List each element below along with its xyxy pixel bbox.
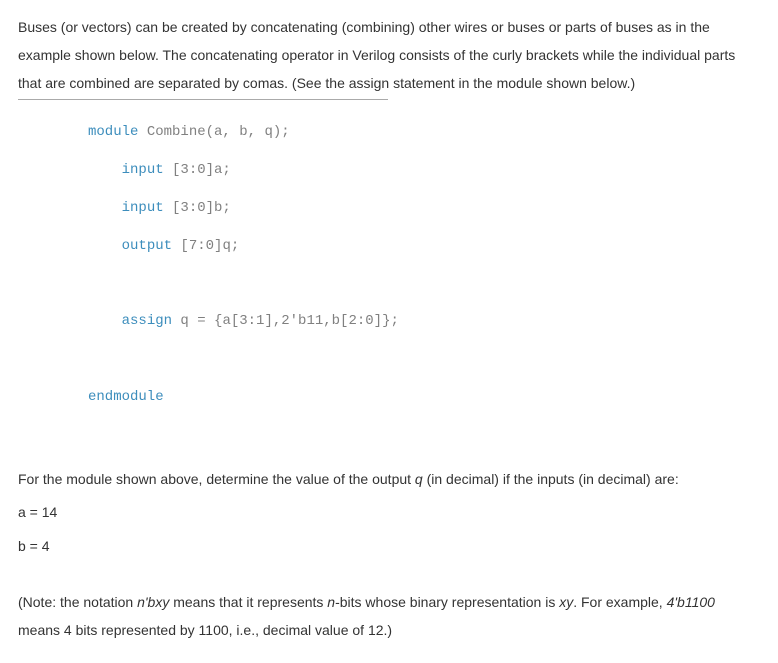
note-mid3: . For example, [573, 594, 666, 610]
code-text-assign: q = {a[3:1],2'b11,b[2:0]}; [172, 313, 399, 329]
verilog-code-block: module Combine(a, b, q); input [3:0]a; i… [88, 104, 760, 425]
note-nbxy: n'bxy [137, 594, 169, 610]
equation-a: a = 14 [18, 501, 760, 525]
note-n: n [327, 594, 335, 610]
code-text-input-a: [3:0]a; [164, 162, 231, 178]
question-prompt-pre: For the module shown above, determine th… [18, 471, 415, 487]
equation-b: b = 4 [18, 535, 760, 559]
keyword-output: output [122, 238, 172, 254]
code-line-assign: assign q = {a[3:1],2'b11,b[2:0]}; [88, 312, 760, 331]
code-line-input-b: input [3:0]b; [88, 199, 760, 218]
code-text-output: [7:0]q; [172, 238, 239, 254]
note-line-1: (Note: the notation n'bxy means that it … [18, 591, 760, 615]
note-mid2: -bits whose binary representation is [335, 594, 559, 610]
keyword-endmodule: endmodule [88, 389, 164, 405]
note-line-2: means 4 bits represented by 1100, i.e., … [18, 619, 760, 643]
intro-line-1: Buses (or vectors) can be created by con… [18, 16, 760, 40]
code-line-blank [88, 274, 760, 293]
keyword-assign: assign [122, 313, 172, 329]
note-xy: xy [559, 594, 573, 610]
code-line-input-a: input [3:0]a; [88, 161, 760, 180]
note-pre: (Note: the notation [18, 594, 137, 610]
code-text-input-b: [3:0]b; [164, 200, 231, 216]
keyword-input-2: input [122, 200, 164, 216]
intro-line-2: example shown below. The concatenating o… [18, 44, 760, 68]
question-prompt-post: (in decimal) if the inputs (in decimal) … [423, 471, 679, 487]
keyword-input-1: input [122, 162, 164, 178]
intro-line-3: that are combined are separated by comas… [18, 72, 760, 96]
question-prompt: For the module shown above, determine th… [18, 468, 760, 492]
code-line-blank-2 [88, 350, 760, 369]
separator-line [18, 99, 388, 100]
note-mid1: means that it represents [169, 594, 327, 610]
question-var-q: q [415, 471, 423, 487]
note-example: 4'b1100 [667, 594, 715, 610]
code-line-output: output [7:0]q; [88, 237, 760, 256]
code-text-module-rest: Combine(a, b, q); [138, 124, 289, 140]
code-line-endmodule: endmodule [88, 388, 760, 407]
code-line-module: module Combine(a, b, q); [88, 123, 760, 142]
keyword-module: module [88, 124, 138, 140]
